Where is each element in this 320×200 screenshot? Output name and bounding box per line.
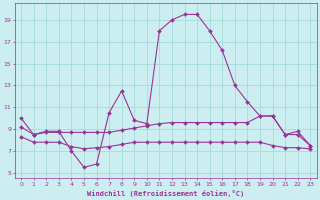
X-axis label: Windchill (Refroidissement éolien,°C): Windchill (Refroidissement éolien,°C) <box>87 190 244 197</box>
